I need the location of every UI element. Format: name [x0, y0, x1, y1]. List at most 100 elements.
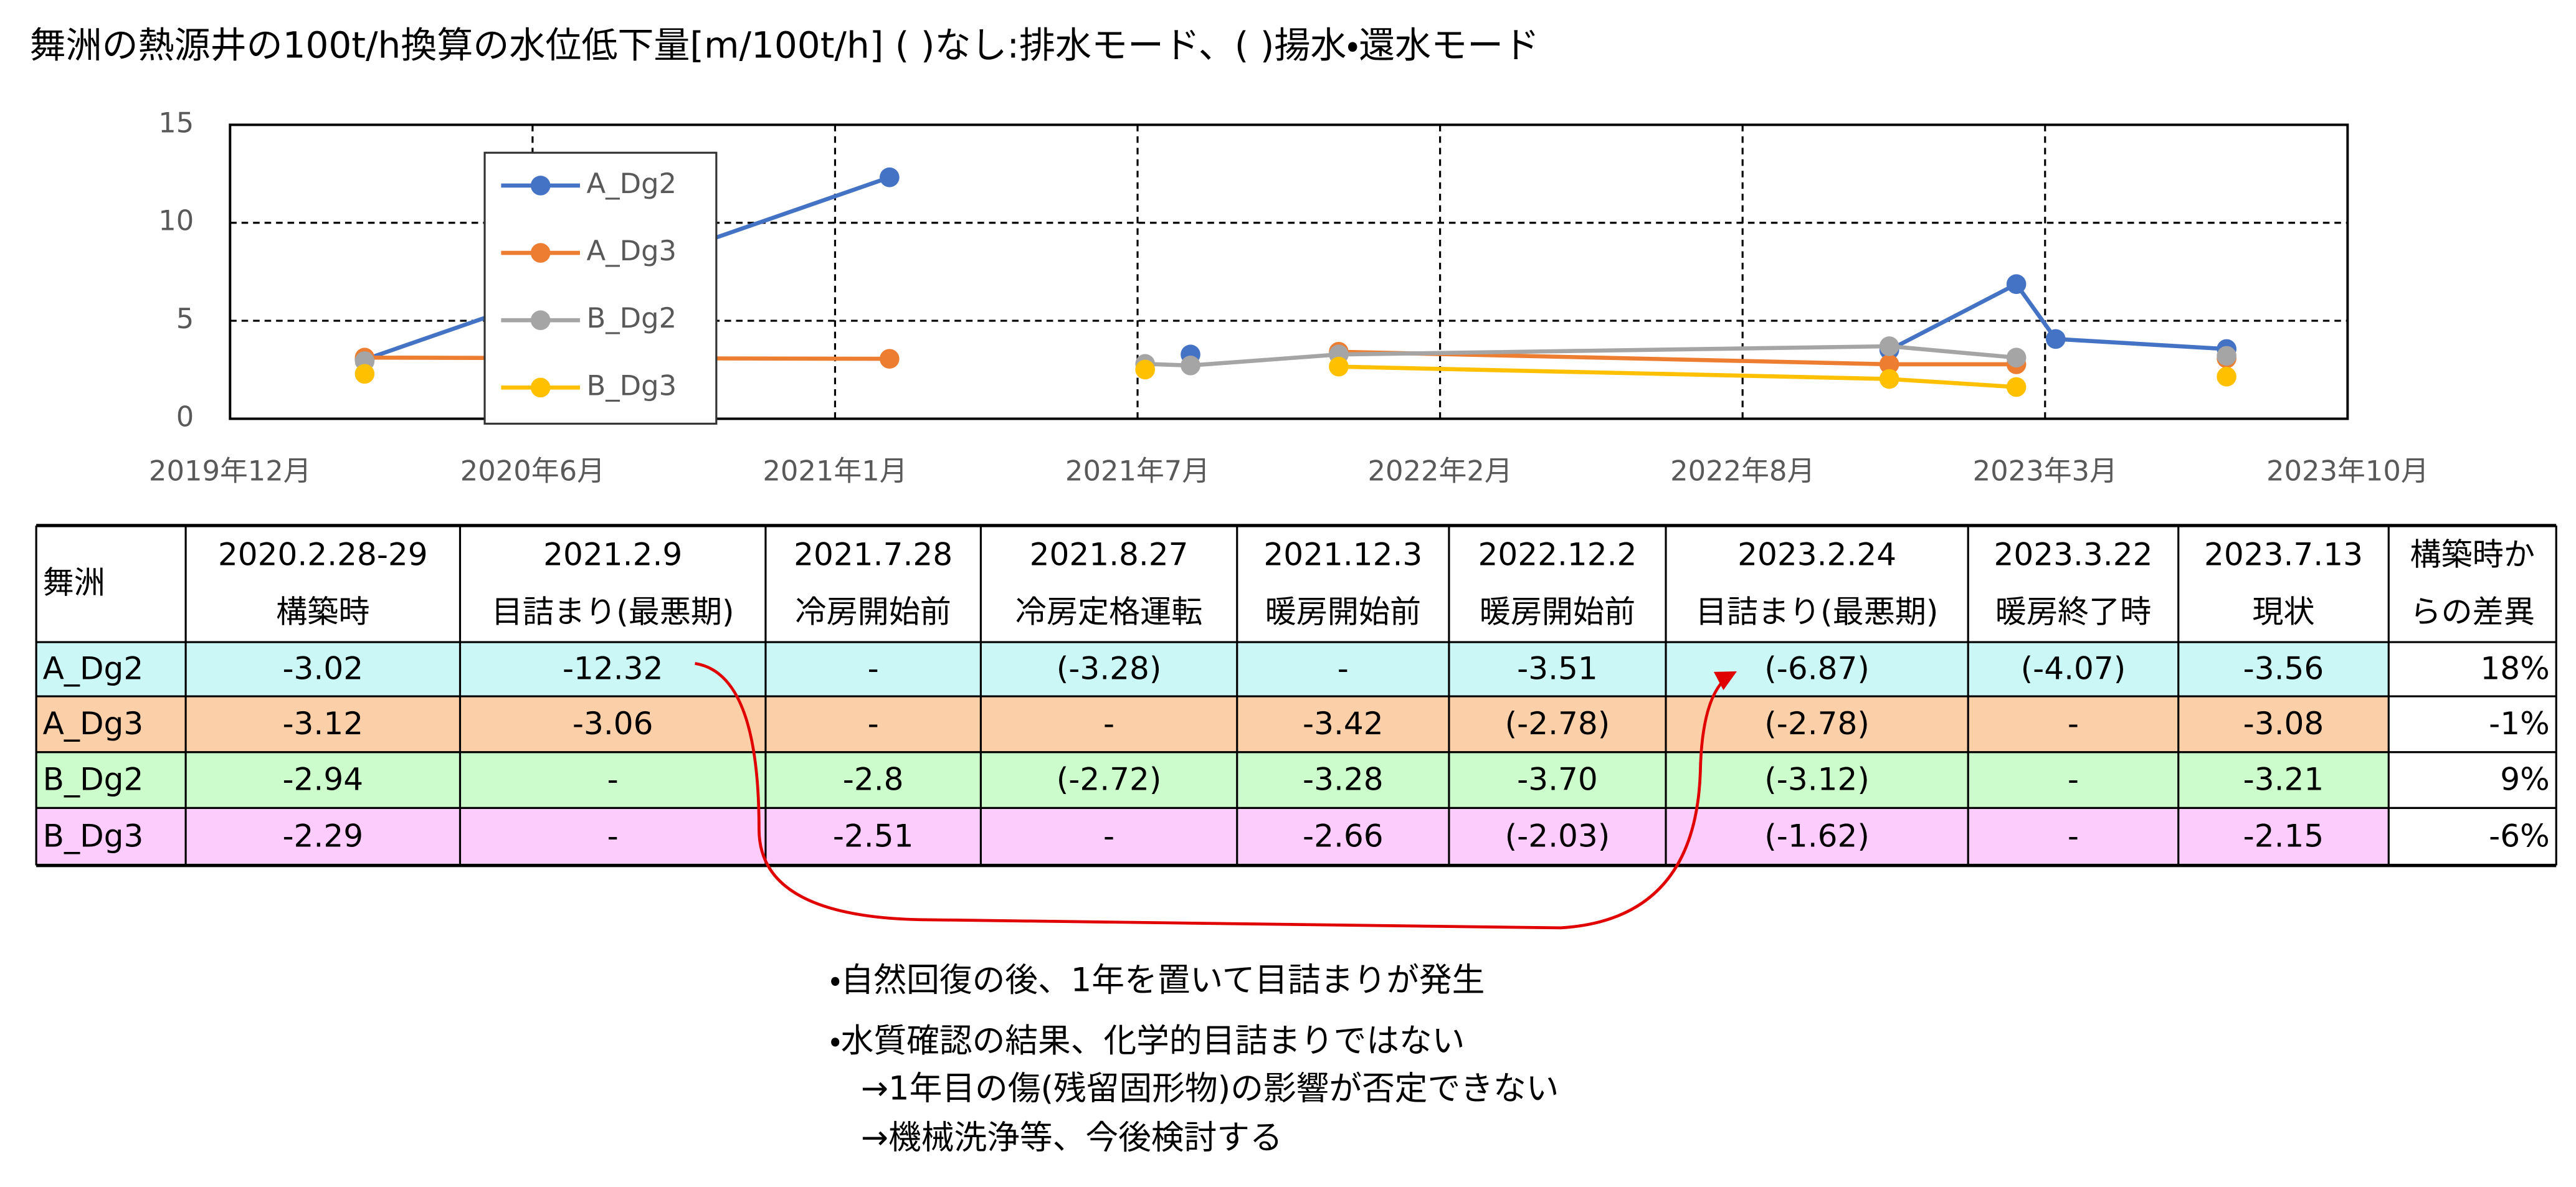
table-cell: (-2.03) [1505, 818, 1610, 854]
data-point [2006, 348, 2027, 368]
table-cell: A_Dg2 [43, 650, 144, 687]
table-cell: -3.21 [2243, 761, 2324, 798]
data-point [1181, 356, 1200, 376]
data-point [1879, 354, 1899, 374]
table-cell: A_Dg3 [43, 705, 144, 742]
legend-label: A_Dg3 [587, 234, 677, 267]
table-cell: -3.42 [1303, 705, 1384, 742]
notes: ・自然回復の後、1年を置いて目詰まりが発生・水質確認の結果、化学的目詰まりではな… [830, 962, 1559, 1157]
series-line [1339, 367, 2227, 387]
table-cell: - [2068, 761, 2079, 798]
table-cell: (-1.62) [1764, 818, 1870, 854]
column-header: 構築時か [2410, 536, 2535, 572]
x-tick-label: 2021年1月 [763, 454, 907, 487]
y-tick-label: 15 [158, 106, 194, 139]
column-header: 構築時 [276, 594, 369, 630]
series-line [1145, 346, 2227, 366]
table-cell: B_Dg3 [43, 818, 144, 854]
table-cell: -3.70 [1517, 761, 1598, 798]
table-cell: - [2068, 818, 2079, 854]
data-point [880, 167, 900, 187]
table-cell: 18% [2480, 650, 2549, 687]
table-cell: (-2.72) [1057, 761, 1162, 798]
column-header: 2023.2.24 [1737, 536, 1896, 572]
row-fill [36, 752, 2389, 808]
x-tick-label: 2022年2月 [1368, 454, 1513, 487]
data-point [354, 364, 375, 384]
table-cell: -2.8 [843, 761, 904, 798]
row-fill [36, 808, 2389, 866]
y-tick-label: 10 [158, 204, 194, 237]
table-cell: - [1103, 705, 1115, 742]
table-cell: - [868, 650, 879, 687]
table: 舞洲 2020.2.28-29 構築時 2021.2.9 目詰まり(最悪期) 2021.7… [35, 524, 2557, 868]
table-cell: - [1338, 650, 1349, 687]
x-tick-label: 2023年10月 [2266, 454, 2429, 487]
y-tick-label: 5 [176, 302, 194, 335]
legend-label: A_Dg2 [587, 167, 677, 200]
y-tick-label: 0 [176, 400, 194, 433]
legend-marker [530, 377, 551, 398]
row-fill [36, 696, 2389, 752]
column-header: 2023.7.13 [2204, 536, 2363, 572]
x-tick-label: 2021年7月 [1065, 454, 1210, 487]
table-cell: - [868, 705, 879, 742]
column-header: らの差異 [2410, 594, 2535, 630]
table-cell: -3.28 [1303, 761, 1384, 798]
data-point [2045, 329, 2066, 349]
table-cell: - [607, 818, 619, 854]
table-cell: -2.15 [2243, 818, 2324, 854]
table-cell: - [1103, 818, 1115, 854]
column-header: 暖房開始前 [1265, 594, 1421, 630]
x-tick-label: 2022年8月 [1670, 454, 1815, 487]
column-header: 2021.7.28 [794, 536, 953, 572]
arrow [695, 661, 1737, 930]
x-tick-label: 2023年3月 [1973, 454, 2117, 487]
table-cell: (-4.07) [2021, 650, 2126, 687]
data-point [2217, 346, 2236, 366]
column-header: 目詰まり(最悪期) [492, 594, 734, 630]
note-line: ・水質確認の結果、化学的目詰まりではない [830, 1022, 1465, 1060]
column-header: 2021.12.3 [1263, 536, 1422, 572]
table-cell: -2.29 [282, 818, 363, 854]
data-point [1879, 369, 1899, 389]
legend-marker [530, 176, 551, 196]
table-cell: (-3.28) [1057, 650, 1162, 687]
table-cell: -2.51 [833, 818, 914, 854]
table-cell: -12.32 [563, 650, 663, 687]
legend-marker [530, 243, 551, 263]
legend-marker [530, 310, 551, 331]
chart: 0 5 10 15 2019年12月 2020年6月 2021年1月 2021年7月 2022年… [149, 106, 2429, 487]
table-cell: -1% [2489, 705, 2550, 742]
table-cell: -3.08 [2243, 705, 2324, 742]
plot-frame [229, 123, 2349, 420]
table-cell: (-2.78) [1764, 705, 1870, 742]
table-cell: -2.66 [1303, 818, 1384, 854]
column-header: 舞洲 [43, 564, 105, 600]
note-line: →機械洗浄等、今後検討する [861, 1119, 1283, 1157]
table-cell: -3.51 [1517, 650, 1598, 687]
column-header: 冷房定格運転 [1015, 594, 1203, 630]
table-cell: - [2068, 705, 2079, 742]
table-cell: -3.02 [282, 650, 363, 687]
table-cell: 9% [2500, 761, 2549, 798]
data-point [2006, 274, 2027, 295]
data-point [2217, 366, 2236, 387]
column-header: 2021.2.9 [543, 536, 682, 572]
table-cell: (-3.12) [1764, 761, 1870, 798]
table-cell: -3.12 [282, 705, 363, 742]
column-header: 目詰まり(最悪期) [1696, 594, 1939, 630]
table-cell: B_Dg2 [43, 761, 144, 798]
column-header: 現状 [2252, 594, 2314, 630]
data-point [880, 349, 900, 369]
column-header: 2020.2.28-29 [218, 536, 428, 572]
chart-title: 舞洲の熱源井の100t/h換算の水位低下量[m/100t/h] ( )なし:排水… [30, 24, 1540, 67]
table-cell: (-6.87) [1764, 650, 1870, 687]
column-header: 2023.3.22 [1994, 536, 2152, 572]
row-fill [36, 642, 2389, 697]
column-header: 暖房終了時 [1995, 594, 2151, 630]
table-cell: -6% [2489, 818, 2550, 854]
legend-label: B_Dg2 [587, 301, 677, 334]
